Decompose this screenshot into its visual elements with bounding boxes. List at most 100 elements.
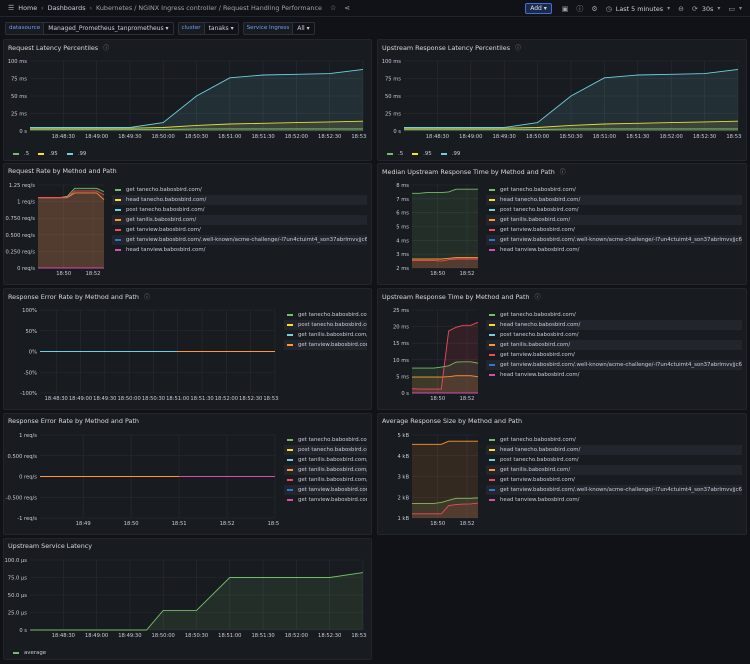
y-tick-label: 2 ms [396,266,409,272]
legend-item[interactable]: post tanecho.babosbird.com/ [486,455,742,465]
legend-item[interactable]: get tanecho.babosbird.com/ [486,185,742,195]
var-cluster[interactable]: cluster tanaks ▾ [177,22,239,35]
legend-item[interactable]: head tanview.babosbird.com/ [486,245,742,255]
legend-item[interactable]: .5 [10,149,29,159]
legend-item[interactable]: get tanview.babosbird.com/ [284,340,367,350]
legend-label: head tanecho.babosbird.com/ [500,322,581,328]
y-tick-label: 0 s [19,129,27,135]
legend-item[interactable]: get tanview.babosbird.com/.well-known/ac… [486,360,742,370]
legend-item[interactable]: get tanilis.babosbird.com/ 499 [284,475,367,485]
menu-icon[interactable]: ☰ [8,4,15,12]
x-tick-label: 18:50:30 [185,633,208,639]
legend-item[interactable]: get tanilis.babosbird.com/ 404 [284,465,367,475]
legend-swatch [115,229,121,231]
legend-label: get tanview.babosbird.com/.well-known/ac… [126,237,367,243]
y-tick-label: 3 ms [396,252,409,258]
legend-item[interactable]: .5 [384,149,403,159]
legend-label: get tanview.babosbird.com/ [500,477,575,483]
legend-item[interactable]: post tanecho.babosbird.com/ [486,205,742,215]
refresh-icon[interactable]: ⟳ [692,4,698,13]
add-button[interactable]: Add ▾ [525,3,552,14]
x-tick-label: 18:51 [172,521,187,527]
legend-swatch [38,153,45,155]
share-icon[interactable]: ⋖ [344,4,351,12]
legend-item[interactable]: get tanview.babosbird.com/ [486,225,742,235]
x-tick-label: 18:53:00 [726,134,742,140]
info-icon[interactable]: ⓘ [559,169,566,176]
info-icon[interactable]: ⓘ [576,4,584,13]
legend-item[interactable]: head tanview.babosbird.com/ [486,495,742,505]
series-line [412,502,479,515]
x-tick-label: 18:51:30 [251,134,274,140]
info-icon[interactable]: ⓘ [143,294,150,301]
y-tick-label: 1.25 req/s [9,183,35,189]
legend-item[interactable]: .99 [438,149,460,159]
legend-swatch [287,449,293,451]
breadcrumb-dashboards[interactable]: Dashboards [47,4,86,12]
series-area [412,361,478,393]
legend-item[interactable]: get tanecho.babosbird.com/ 403 [284,435,367,445]
var-value: tanaks ▾ [204,23,238,34]
y-tick-label: 7 ms [396,197,409,203]
legend-item[interactable]: average [10,648,46,658]
gear-icon[interactable]: ⚙ [591,4,598,13]
breadcrumb-home[interactable]: Home [18,4,38,12]
info-icon[interactable]: ⓘ [534,294,541,301]
var-service-ingress[interactable]: Service Ingress All ▾ [242,22,315,35]
legend-item[interactable]: .95 [35,149,58,159]
legend-item[interactable]: head tanecho.babosbird.com/ [486,320,742,330]
y-tick-label: 0 req/s [17,266,35,272]
legend-item[interactable]: post tanecho.babosbird.com/ [284,320,367,330]
legend-item[interactable]: get tanilis.babosbird.com/ [284,330,367,340]
legend-item[interactable]: get tanview.babosbird.com/ 304 [284,485,367,495]
zoom-out-icon[interactable]: ⊖ [678,4,684,13]
x-tick-label: 18:51:30 [251,633,274,639]
star-icon[interactable]: ☆ [330,4,337,12]
panel-request-latency-percentiles: Request Latency Percentiles ⓘ 0 s 25 ms 50 m… [3,39,372,161]
legend-item[interactable]: get tanecho.babosbird.com/ [486,310,742,320]
legend-item[interactable]: get tanview.babosbird.com/ [486,350,742,360]
legend-item[interactable]: get tanview.babosbird.com/ [112,225,367,235]
x-tick-label: 18:53:00 [263,396,279,402]
info-icon[interactable]: ⓘ [515,45,522,52]
panel-upstream-response-time: Upstream Response Time by Method and Pat… [377,288,747,410]
clock-icon: ◷ [605,4,612,13]
info-icon[interactable]: ⓘ [103,45,110,52]
var-value: Managed_Prometheus_tanprometheus ▾ [44,23,173,34]
save-icon[interactable]: ▣ [561,4,569,13]
legend-item[interactable]: get tanview.babosbird.com/.well-known/ac… [112,235,367,245]
legend-item[interactable]: get tanilis.babosbird.com/ 304 [284,455,367,465]
x-tick-label: 18:50 [430,521,445,527]
time-range-picker[interactable]: Last 5 minutes [615,4,664,13]
legend-item[interactable]: get tanview.babosbird.com/.well-known/ac… [486,235,742,245]
legend-item[interactable]: get tanview.babosbird.com/ 499 [284,495,367,505]
series-area [30,128,363,131]
panel-title-text: Upstream Response Latency Percentiles [382,44,511,52]
refresh-interval[interactable]: 30s [701,4,714,13]
legend-item[interactable]: post tanecho.babosbird.com/ [112,205,367,215]
legend-item[interactable]: get tanilis.babosbird.com/ [486,465,742,475]
legend-item[interactable]: get tanecho.babosbird.com/ [284,310,367,320]
legend-item[interactable]: post tanecho.babosbird.com/ 403 [284,445,367,455]
legend-item[interactable]: head tanecho.babosbird.com/ [486,195,742,205]
legend-item[interactable]: get tanilis.babosbird.com/ [486,215,742,225]
legend-item[interactable]: get tanview.babosbird.com/.well-known/ac… [486,485,742,495]
var-datasource[interactable]: datasource Managed_Prometheus_tanpromethe… [5,22,174,35]
tv-mode-icon[interactable]: ▭ [728,4,735,13]
legend-item[interactable]: get tanilis.babosbird.com/ [486,340,742,350]
legend-item[interactable]: .95 [409,149,432,159]
y-tick-label: 0 req/s [19,475,37,481]
legend-item[interactable]: post tanecho.babosbird.com/ [486,330,742,340]
legend-item[interactable]: get tanecho.babosbird.com/ [112,185,367,195]
x-tick-label: 18:48:30 [45,396,68,402]
legend: get tanecho.babosbird.com/head tanecho.b… [486,310,742,380]
legend-item[interactable]: head tanview.babosbird.com/ [486,370,742,380]
legend-item[interactable]: get tanview.babosbird.com/ [486,475,742,485]
legend-item[interactable]: head tanecho.babosbird.com/ [486,445,742,455]
legend-label: head tanview.babosbird.com/ [126,247,206,253]
legend-item[interactable]: get tanecho.babosbird.com/ [486,435,742,445]
legend-item[interactable]: get tanilis.babosbird.com/ [112,215,367,225]
legend-item[interactable]: .99 [64,149,86,159]
legend-item[interactable]: head tanview.babosbird.com/ [112,245,367,255]
legend-item[interactable]: head tanecho.babosbird.com/ [112,195,367,205]
